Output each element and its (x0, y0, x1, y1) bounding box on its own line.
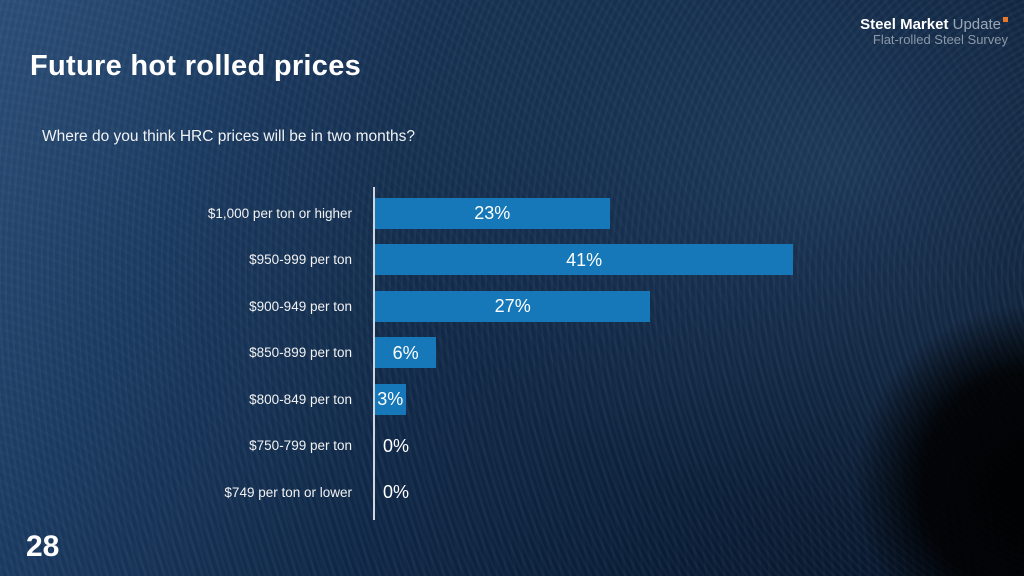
bar (375, 244, 794, 275)
brand-logo-line1: Steel Market Update (860, 16, 1008, 33)
bar-value-label: 27% (494, 296, 531, 316)
bar-row: $850-899 per ton 6% (40, 330, 980, 377)
brand-logo-accent-mark (1003, 17, 1008, 22)
bar-value-label: 41% (566, 249, 603, 270)
bar-plot: 0% (375, 423, 980, 470)
bar-category-label: $750-799 per ton (249, 438, 352, 454)
bar-row: $900-949 per ton 27% (40, 283, 980, 330)
bar-row: $800-849 per ton 3% (40, 376, 980, 423)
bar-category-label: $800-849 per ton (249, 391, 352, 407)
bar-category-label: $1,000 per ton or higher (207, 205, 352, 221)
bar-value-label: 0% (383, 435, 410, 456)
bar (375, 337, 437, 368)
bar-row: $1,000 per ton or higher 23% (40, 190, 980, 237)
bar-plot: 0% (375, 469, 980, 516)
bar-category-label: $950-999 per ton (249, 252, 352, 268)
bar-plot: 6% (375, 330, 980, 377)
brand-logo-light: Update (948, 16, 1001, 33)
page-number: 28 (26, 530, 60, 563)
bar-plot: 27% (375, 283, 980, 330)
brand-logo-line2: Flat-rolled Steel Survey (872, 32, 1008, 48)
bar (375, 383, 406, 415)
bar-category-label: $850-899 per ton (249, 345, 352, 361)
brand-logo-bold: Steel Market (860, 16, 949, 33)
bar-value-label: 3% (377, 389, 404, 409)
brand-logo: Steel Market Update Flat-rolled Steel Su… (860, 16, 1008, 48)
bar-plot: 23% (375, 190, 980, 237)
bar-row: $749 per ton or lower 0% (40, 469, 980, 516)
bar-chart: $1,000 per ton or higher 23% $950-999 per … (40, 187, 980, 520)
bar-row: $750-799 per ton 0% (40, 423, 980, 470)
bar-row: $950-999 per ton 41% (40, 237, 980, 284)
bar (375, 290, 651, 322)
chart-question: Where do you think HRC prices will be in… (42, 128, 416, 145)
bar (375, 197, 610, 229)
slide-title: Future hot rolled prices (30, 50, 362, 82)
bar-plot: 41% (375, 237, 980, 284)
bar-value-label: 23% (474, 203, 511, 223)
bar-category-label: $749 per ton or lower (224, 484, 352, 500)
bar-plot: 3% (375, 376, 980, 423)
bar-chart-rows: $1,000 per ton or higher 23% $950-999 per … (40, 190, 980, 516)
bar-value-label: 6% (392, 342, 419, 363)
bar-value-label: 0% (383, 482, 410, 502)
bar-category-label: $900-949 per ton (249, 298, 352, 314)
axis-line (373, 187, 375, 520)
